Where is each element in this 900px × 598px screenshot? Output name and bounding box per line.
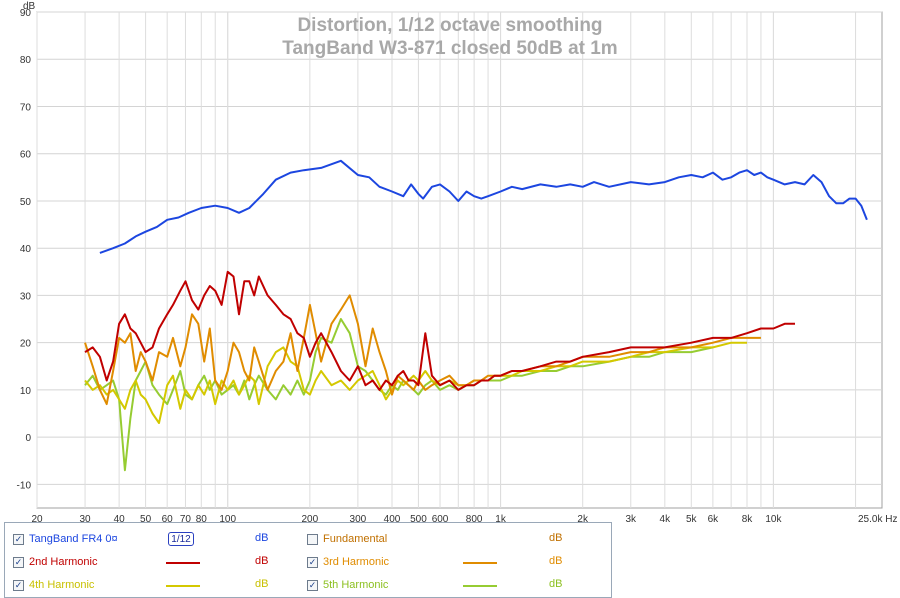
x-tick-label: 25,0k Hz <box>858 514 897 522</box>
x-tick-label: 800 <box>466 514 483 522</box>
x-axis-ticks: 20 30 40 50 60 70 80 100 200 300 400 500 600 800 1k 2k 3… <box>31 514 897 522</box>
unit-3rd: dB <box>549 555 563 567</box>
y-tick-label: 80 <box>20 55 32 66</box>
y-tick-label: 20 <box>20 339 32 350</box>
x-tick-label: 3k <box>625 514 637 522</box>
legend-panel: ✓ TangBand FR4 0¤ 1/12 dB Fundamental dB… <box>4 522 612 598</box>
x-tick-label: 80 <box>196 514 208 522</box>
legend-label-5th: 5th Harmonic <box>323 579 389 591</box>
y-axis-ticks: 90 80 70 60 50 40 30 20 10 0 -10 <box>17 8 32 491</box>
x-tick-label: 60 <box>162 514 174 522</box>
legend-label-fr4: TangBand FR4 0¤ <box>29 533 118 545</box>
x-tick-label: 5k <box>686 514 698 522</box>
y-tick-label: 10 <box>20 386 32 397</box>
y-axis-unit: dB <box>23 1 36 12</box>
legend-row: ✓ TangBand FR4 0¤ 1/12 dB Fundamental dB <box>5 529 611 549</box>
y-tick-label: 90 <box>20 8 32 19</box>
legend-label-3rd: 3rd Harmonic <box>323 556 390 568</box>
x-tick-label: 70 <box>180 514 192 522</box>
legend-item-5th[interactable]: ✓ 5th Harmonic <box>307 575 388 595</box>
legend-row: ✓ 4th Harmonic dB ✓ 5th Harmonic dB <box>5 575 611 595</box>
unit-4th: dB <box>255 578 269 590</box>
legend-item-fundamental[interactable]: Fundamental <box>307 529 387 549</box>
checkbox-fundamental[interactable] <box>307 533 318 545</box>
x-tick-label: 50 <box>140 514 152 522</box>
x-tick-label: 500 <box>410 514 427 522</box>
x-tick-label: 40 <box>114 514 126 522</box>
legend-label-fundamental: Fundamental <box>323 533 388 545</box>
plot-area <box>36 11 883 509</box>
x-tick-label: 30 <box>79 514 91 522</box>
x-tick-label: 600 <box>432 514 449 522</box>
x-tick-label: 1k <box>495 514 507 522</box>
y-tick-label: 70 <box>20 102 32 113</box>
unit-5th: dB <box>549 578 563 590</box>
x-tick-label: 4k <box>660 514 672 522</box>
x-tick-label: 200 <box>302 514 319 522</box>
checkbox-5th[interactable]: ✓ <box>307 579 318 591</box>
y-tick-label: 50 <box>20 197 32 208</box>
x-tick-label: 2k <box>577 514 589 522</box>
checkbox-3rd[interactable]: ✓ <box>307 556 318 568</box>
x-tick-label: 400 <box>384 514 401 522</box>
x-tick-label: 300 <box>350 514 367 522</box>
series-line-tangband-fr4-0 <box>99 159 868 254</box>
y-tick-label: 40 <box>20 244 32 255</box>
swatch-5th <box>463 585 497 587</box>
y-tick-label: -10 <box>17 480 32 491</box>
chart-subtitle: TangBand W3-871 closed 50dB at 1m <box>282 38 617 59</box>
series-line-4th-harmonic <box>84 341 747 424</box>
checkbox-2nd[interactable]: ✓ <box>13 556 24 568</box>
checkbox-4th[interactable]: ✓ <box>13 579 24 591</box>
legend-item-fr4[interactable]: ✓ TangBand FR4 0¤ <box>13 529 118 549</box>
x-tick-label: 10k <box>765 514 782 522</box>
legend-item-2nd[interactable]: ✓ 2nd Harmonic <box>13 552 97 572</box>
swatch-4th <box>166 585 200 587</box>
series-line-2nd-harmonic <box>84 270 795 391</box>
legend-label-4th: 4th Harmonic <box>29 579 95 591</box>
unit-fundamental: dB <box>549 532 563 544</box>
series-lines <box>84 159 868 472</box>
checkbox-fr4[interactable]: ✓ <box>13 533 24 545</box>
y-tick-label: 30 <box>20 291 32 302</box>
legend-item-4th[interactable]: ✓ 4th Harmonic <box>13 575 94 595</box>
x-tick-label: 20 <box>31 514 43 522</box>
legend-label-2nd: 2nd Harmonic <box>29 556 98 568</box>
swatch-2nd <box>166 562 200 564</box>
x-tick-label: 6k <box>708 514 720 522</box>
unit-fr4: dB <box>255 532 269 544</box>
x-tick-label: 100 <box>219 514 236 522</box>
y-tick-label: 60 <box>20 150 32 161</box>
legend-row: ✓ 2nd Harmonic dB ✓ 3rd Harmonic dB <box>5 552 611 572</box>
unit-2nd: dB <box>255 555 269 567</box>
swatch-3rd <box>463 562 497 564</box>
y-tick-label: 0 <box>25 433 31 444</box>
legend-item-3rd[interactable]: ✓ 3rd Harmonic <box>307 552 389 572</box>
x-tick-label: 8k <box>742 514 754 522</box>
grid <box>36 11 882 508</box>
smoothing-button[interactable]: 1/12 <box>168 532 194 546</box>
chart-title: Distortion, 1/12 octave smoothing <box>297 15 602 36</box>
